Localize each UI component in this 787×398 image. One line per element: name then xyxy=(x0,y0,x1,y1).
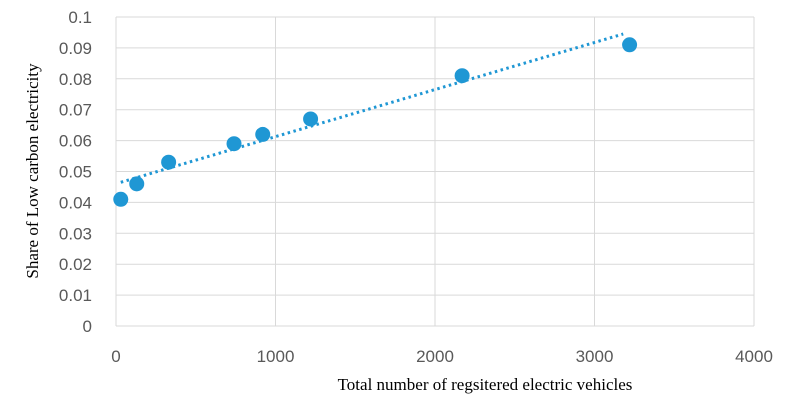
x-tick-label: 3000 xyxy=(576,347,614,366)
x-axis-ticks: 0 1000 2000 3000 4000 xyxy=(111,347,773,366)
gridlines xyxy=(115,16,755,327)
y-tick-label: 0.08 xyxy=(59,70,92,89)
data-point xyxy=(454,68,470,84)
x-tick-label: 1000 xyxy=(257,347,295,366)
x-axis-title: Total number of regsitered electric vehi… xyxy=(338,375,633,394)
y-tick-label: 0.05 xyxy=(59,163,92,182)
x-tick-label: 0 xyxy=(111,347,120,366)
y-tick-label: 0.09 xyxy=(59,39,92,58)
y-tick-label: 0.04 xyxy=(59,193,92,212)
x-tick-label: 4000 xyxy=(735,347,773,366)
y-tick-label: 0.03 xyxy=(59,224,92,243)
data-point xyxy=(303,111,319,127)
data-point xyxy=(161,154,177,170)
y-tick-label: 0.02 xyxy=(59,255,92,274)
data-point xyxy=(226,136,242,152)
y-tick-label: 0.06 xyxy=(59,132,92,151)
data-point xyxy=(113,191,129,207)
y-tick-label: 0.1 xyxy=(68,8,92,27)
x-tick-label: 2000 xyxy=(416,347,454,366)
y-axis-ticks: 0 0.01 0.02 0.03 0.04 0.05 0.06 0.07 0.08 0.09 0.1 xyxy=(59,8,92,336)
trendline xyxy=(120,32,624,184)
data-point xyxy=(622,37,638,53)
trendline-group xyxy=(120,32,624,184)
data-points xyxy=(113,37,638,207)
data-point xyxy=(255,126,271,142)
y-tick-label: 0 xyxy=(83,317,92,336)
y-axis-title: Share of Low carbon electricity xyxy=(23,63,42,279)
y-tick-label: 0.01 xyxy=(59,286,92,305)
y-tick-label: 0.07 xyxy=(59,101,92,120)
data-point xyxy=(129,176,145,192)
